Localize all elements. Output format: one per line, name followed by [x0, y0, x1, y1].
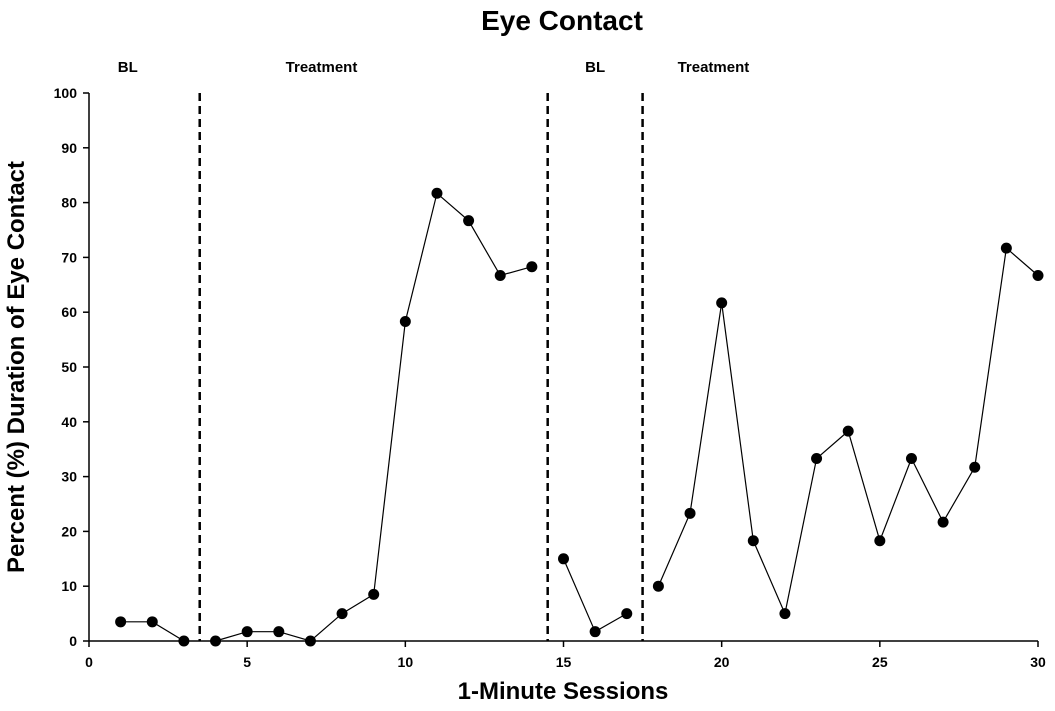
data-point-session-16 — [589, 626, 601, 638]
data-point-session-3 — [178, 635, 190, 647]
phase-label-0: BL — [118, 59, 138, 76]
y-tick-label-5: 50 — [61, 359, 77, 375]
data-point-session-22 — [779, 608, 791, 620]
data-point-session-24 — [842, 425, 854, 437]
data-point-session-23 — [811, 453, 823, 465]
data-point-session-14 — [526, 261, 538, 273]
series-line-segment-1 — [215, 192, 533, 642]
data-series — [115, 187, 1044, 647]
y-tick-label-9: 90 — [61, 140, 77, 156]
data-point-session-27 — [937, 516, 949, 528]
data-point-session-15 — [558, 553, 569, 565]
x-axis-label: 1-Minute Sessions — [458, 678, 669, 705]
data-point-session-7 — [304, 635, 316, 647]
data-point-session-21 — [747, 535, 759, 547]
data-point-session-10 — [399, 316, 411, 328]
x-tick-label-0: 0 — [85, 654, 93, 670]
data-point-session-6 — [273, 626, 285, 638]
y-tick-label-2: 20 — [61, 523, 77, 539]
data-point-session-4 — [210, 635, 222, 647]
data-point-session-12 — [463, 215, 475, 227]
data-point-session-9 — [368, 588, 380, 600]
phase-label-1: Treatment — [286, 59, 358, 76]
data-point-session-26 — [905, 453, 917, 465]
data-point-session-17 — [621, 608, 633, 620]
y-axis-label: Percent (%) Duration of Eye Contact — [3, 161, 30, 573]
data-point-session-11 — [431, 187, 443, 199]
data-point-session-5 — [241, 626, 253, 638]
data-point-session-2 — [146, 616, 158, 628]
x-axis-ticks: 0 5 10 15 20 25 30 — [85, 641, 1046, 670]
y-tick-label-10: 100 — [54, 85, 78, 101]
data-point-session-25 — [874, 535, 886, 547]
y-tick-label-1: 10 — [61, 578, 77, 594]
data-point-session-30 — [1032, 269, 1044, 281]
y-tick-label-8: 80 — [61, 195, 77, 211]
phase-label-2: BL — [585, 59, 605, 76]
x-tick-label-1: 5 — [243, 654, 251, 670]
x-tick-label-2: 10 — [398, 654, 414, 670]
data-point-session-13 — [494, 269, 506, 281]
y-tick-label-0: 0 — [69, 633, 77, 649]
x-tick-label-3: 15 — [556, 654, 572, 670]
y-tick-label-7: 70 — [61, 249, 77, 265]
data-point-session-20 — [716, 297, 728, 309]
series-line-segment-2 — [562, 558, 628, 633]
data-point-session-28 — [969, 461, 981, 473]
y-tick-label-6: 60 — [61, 304, 77, 320]
phase-label-3: Treatment — [678, 59, 750, 76]
x-tick-label-6: 30 — [1030, 654, 1046, 670]
chart-title: Eye Contact — [481, 5, 643, 36]
y-tick-label-3: 30 — [61, 469, 77, 485]
y-tick-label-4: 40 — [61, 414, 77, 430]
phase-change-lines — [198, 93, 644, 641]
x-tick-label-4: 20 — [714, 654, 730, 670]
phase-labels: BL Treatment BL Treatment — [118, 59, 750, 76]
data-point-session-8 — [336, 608, 348, 620]
data-point-session-29 — [1000, 242, 1012, 254]
y-axis-ticks: 0 10 20 30 40 50 60 70 80 90 100 — [54, 85, 89, 649]
data-point-session-1 — [115, 616, 127, 628]
data-point-session-19 — [684, 507, 696, 519]
data-point-session-18 — [652, 580, 664, 592]
x-tick-label-5: 25 — [872, 654, 888, 670]
